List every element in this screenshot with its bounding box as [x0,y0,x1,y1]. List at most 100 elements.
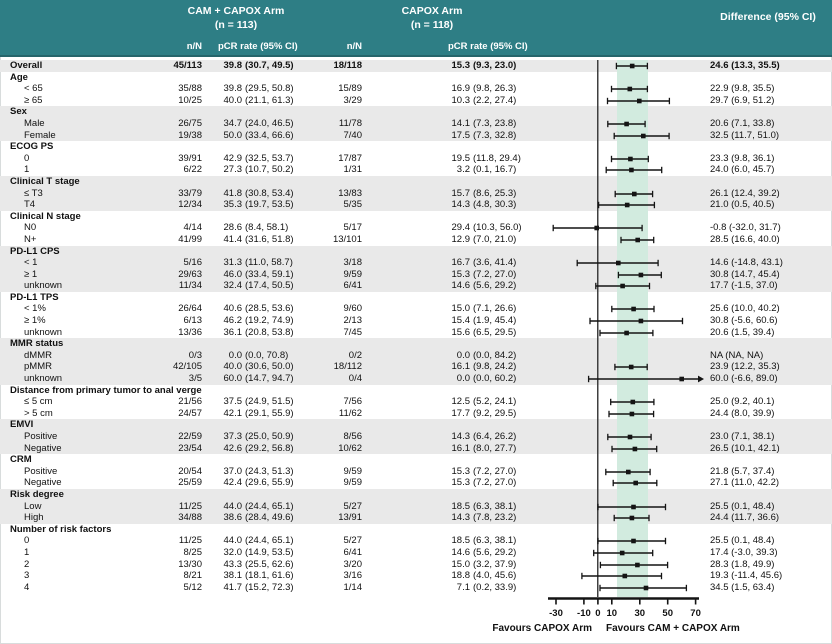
table-row: ≥ 65 10/25 40.0 (21.1, 61.3) 3/29 10.3 (2.2, 2… [0,94,832,107]
arm1-pcr-value: 42.6 [223,442,243,454]
section-header-row: Risk degree [0,488,832,501]
section-header-row: PD-L1 TPS [0,291,832,304]
arm1-pcr-ci: (24.0, 46.5) [245,117,294,129]
arm1-pcr-value: 37.0 [223,465,243,477]
arm2-pcr: 15.3 (7.2, 27.0) [362,477,542,489]
arm1-pcr: 40.0 (21.1, 61.3) [202,95,322,107]
subgroup-label: < 1 [24,257,38,269]
arm2-pcr: 12.9 (7.0, 21.0) [362,234,542,246]
x-axis-area: -30 -10 0 10 30 50 70 Favours CAPOX Arm Favour… [0,593,832,642]
ci-plot [542,454,704,466]
subgroup-label: MMR status [10,338,64,350]
arm2-nn: 10/62 [338,442,362,454]
ci-whisker [595,283,651,290]
difference-value [704,141,832,153]
arm2-pcr-value: 15.7 [451,187,471,199]
arm1-pcr-ci: (19.2, 74.9) [245,315,294,327]
arm2-pcr-ci: (7.2, 27.0) [473,477,517,489]
table-row: High 34/88 38.6 (28.4, 49.6) 13/91 14.3 (7.8, … [0,512,832,525]
arm2-pcr-ci: (5.6, 29.2) [473,280,517,292]
subgroup-label: Negative [24,477,62,489]
arm2-nn: 3/20 [343,558,363,570]
difference-value [704,419,832,431]
arm2-pcr-ci: (11.8, 29.4) [473,152,521,164]
arm2-pcr-ci: (3.2, 37.9) [473,558,517,570]
ci-whisker [620,236,655,244]
arm2-pcr-ci: (5.2, 24.1) [473,396,517,408]
arm1-nn: 5/16 [183,257,203,269]
arm2-pcr: 14.6 (5.6, 29.2) [362,547,542,559]
table-row: Female 19/38 50.0 (33.4, 66.6) 7/40 17.5 (7.3,… [0,129,832,142]
section-header-row: CRM [0,454,832,466]
arm1-pcr-value: 46.2 [223,315,243,327]
table-row: N0 4/14 28.6 (8.4, 58.1) 5/17 29.4 (10.3, 56.0… [0,222,832,235]
subgroup-label: Male [24,117,45,129]
arm2-pcr: 19.5 (11.8, 29.4) [362,153,542,165]
section-header-row: PD-L1 CPS [0,245,832,258]
table-row: unknown 11/34 32.4 (17.4, 50.5) 6/41 14.6 (5.6… [0,280,832,293]
arm2-nn: 5/27 [343,535,363,547]
ci-plot [542,141,704,153]
arm1-nn: 10/25 [178,94,202,106]
arm1-nn: 4/14 [183,222,203,234]
arm2-pcr-value: 16.9 [451,83,471,95]
arm1-pcr: 35.3 (19.7, 53.5) [202,199,322,211]
arm1-pcr-value: 50.0 [223,129,243,141]
arm2-pcr: 16.9 (9.8, 26.3) [362,83,542,95]
difference-value: 34.5 (1.5, 63.4) [710,581,775,593]
subgroup-label: Number of risk factors [10,523,112,535]
arm1-pcr-ci: (14.7, 94.7) [245,373,294,385]
section-header-row: Distance from primary tumor to anal verg… [0,384,832,397]
ci-whisker [597,538,667,545]
difference-value: 28.5 (16.6, 40.0) [710,233,780,245]
ci-plot [542,361,704,374]
arm2-pcr: 14.3 (7.8, 23.2) [362,512,542,524]
arm1-pcr: 42.1 (29.1, 55.9) [202,408,322,420]
ci-plot [542,94,704,107]
arm1-pcr-value: 34.7 [223,117,243,129]
arm1-pcr-value: 44.0 [223,500,243,512]
ci-plot [542,338,704,350]
ci-plot [542,233,704,246]
subgroup-label: Low [24,500,42,512]
ci-plot [542,500,704,513]
point-estimate-marker [616,260,621,266]
table-row: 3 8/21 38.1 (18.1, 61.6) 3/16 18.8 (4.0, 45.6)… [0,570,832,583]
arm2-pcr-ci: (0.1, 16.7) [473,164,517,176]
arm2-pcr-ci: (6.5, 29.5) [473,326,517,338]
arm2-pcr-value: 15.3 [451,465,471,477]
table-row: 1 6/22 27.3 (10.7, 50.2) 1/31 3.2 (0.1, 16.7) 2… [0,164,832,177]
difference-value: 25.0 (9.2, 40.1) [710,396,775,408]
arm2-pcr: 15.4 (1.9, 45.4) [362,315,542,327]
difference-value: 25.6 (10.0, 40.2) [710,303,780,315]
difference-value: 29.7 (6.9, 51.2) [710,94,775,106]
arm1-pcr: 42.6 (29.2, 56.8) [202,443,322,455]
ci-plot [542,407,704,420]
arm2-nn: 15/89 [338,83,362,95]
ci-plot [542,129,704,142]
point-estimate-marker [635,237,640,243]
table-row: < 1% 26/64 40.6 (28.5, 53.6) 9/60 15.0 (7.1, 2… [0,303,832,316]
arm1-pcr: 34.7 (24.0, 46.5) [202,118,322,130]
arm2-pcr-ci: (1.9, 45.4) [473,315,517,327]
point-estimate-marker [631,504,636,509]
arm1-pcr: 27.3 (10.7, 50.2) [202,164,322,176]
ci-plot [542,303,704,316]
arm1-pcr-ci: (30.7, 49.5) [245,60,294,71]
table-body: Overall 45/113 39.8 (30.7, 49.5) 18/118 15.3(… [0,57,832,594]
axis-tick-label: 50 [662,608,673,619]
ci-whisker [610,399,655,406]
arm2-pcr-value: 15.4 [451,315,471,327]
arm2-nn: 3/18 [343,257,363,269]
arm2-pcr-ci: (10.3, 56.0) [473,222,522,234]
table-row: pMMR 42/105 40.0 (30.6, 50.0) 18/112 16.1 (9.8… [0,361,832,374]
difference-value [704,246,832,258]
ci-whisker [589,317,684,325]
arm2-pcr-value: 10.3 [451,94,471,106]
table-row: unknown 3/5 60.0 (14.7, 94.7) 0/4 0.0 (0.0, 60… [0,373,832,386]
arm1-pcr-value: 0.0 [228,349,242,361]
col-header-pcr-arm1: pCR rate (95% CI) [218,41,298,52]
arm1-pcr: 36.1 (20.8, 53.8) [202,327,322,339]
point-estimate-marker [635,562,640,567]
arm2-pcr: 16.1 (9.8, 24.2) [362,361,542,373]
